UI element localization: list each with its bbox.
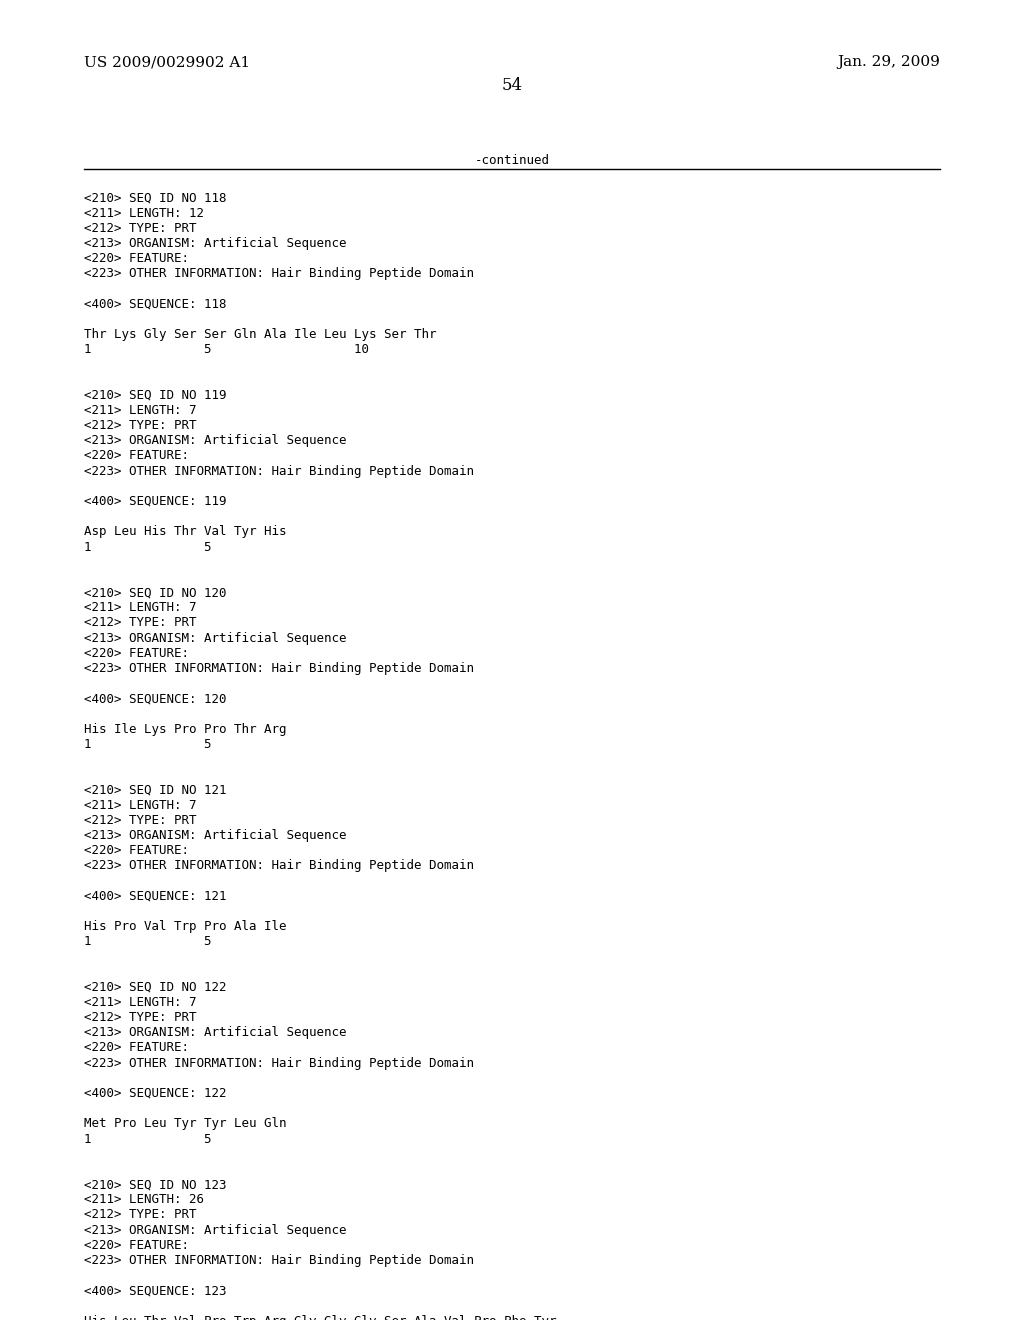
- Text: <212> TYPE: PRT: <212> TYPE: PRT: [84, 813, 197, 826]
- Text: 1               5: 1 5: [84, 738, 212, 751]
- Text: <211> LENGTH: 12: <211> LENGTH: 12: [84, 206, 204, 219]
- Text: Met Pro Leu Tyr Tyr Leu Gln: Met Pro Leu Tyr Tyr Leu Gln: [84, 1117, 287, 1130]
- Text: <213> ORGANISM: Artificial Sequence: <213> ORGANISM: Artificial Sequence: [84, 1026, 346, 1039]
- Text: 1               5                   10: 1 5 10: [84, 343, 369, 356]
- Text: <213> ORGANISM: Artificial Sequence: <213> ORGANISM: Artificial Sequence: [84, 434, 346, 447]
- Text: Asp Leu His Thr Val Tyr His: Asp Leu His Thr Val Tyr His: [84, 525, 287, 539]
- Text: <223> OTHER INFORMATION: Hair Binding Peptide Domain: <223> OTHER INFORMATION: Hair Binding Pe…: [84, 859, 474, 873]
- Text: <212> TYPE: PRT: <212> TYPE: PRT: [84, 616, 197, 630]
- Text: <400> SEQUENCE: 123: <400> SEQUENCE: 123: [84, 1284, 226, 1298]
- Text: -continued: -continued: [474, 154, 550, 168]
- Text: <211> LENGTH: 7: <211> LENGTH: 7: [84, 799, 197, 812]
- Text: <223> OTHER INFORMATION: Hair Binding Peptide Domain: <223> OTHER INFORMATION: Hair Binding Pe…: [84, 465, 474, 478]
- Text: <400> SEQUENCE: 119: <400> SEQUENCE: 119: [84, 495, 226, 508]
- Text: <210> SEQ ID NO 122: <210> SEQ ID NO 122: [84, 981, 226, 994]
- Text: <213> ORGANISM: Artificial Sequence: <213> ORGANISM: Artificial Sequence: [84, 631, 346, 644]
- Text: <212> TYPE: PRT: <212> TYPE: PRT: [84, 418, 197, 432]
- Text: <211> LENGTH: 7: <211> LENGTH: 7: [84, 995, 197, 1008]
- Text: US 2009/0029902 A1: US 2009/0029902 A1: [84, 55, 250, 70]
- Text: <400> SEQUENCE: 120: <400> SEQUENCE: 120: [84, 692, 226, 705]
- Text: <213> ORGANISM: Artificial Sequence: <213> ORGANISM: Artificial Sequence: [84, 829, 346, 842]
- Text: <212> TYPE: PRT: <212> TYPE: PRT: [84, 1208, 197, 1221]
- Text: 1               5: 1 5: [84, 540, 212, 553]
- Text: <400> SEQUENCE: 118: <400> SEQUENCE: 118: [84, 297, 226, 310]
- Text: <210> SEQ ID NO 123: <210> SEQ ID NO 123: [84, 1177, 226, 1191]
- Text: 1               5: 1 5: [84, 1133, 212, 1146]
- Text: Thr Lys Gly Ser Ser Gln Ala Ile Leu Lys Ser Thr: Thr Lys Gly Ser Ser Gln Ala Ile Leu Lys …: [84, 327, 436, 341]
- Text: <212> TYPE: PRT: <212> TYPE: PRT: [84, 1011, 197, 1024]
- Text: <400> SEQUENCE: 122: <400> SEQUENCE: 122: [84, 1086, 226, 1100]
- Text: <213> ORGANISM: Artificial Sequence: <213> ORGANISM: Artificial Sequence: [84, 1224, 346, 1237]
- Text: <213> ORGANISM: Artificial Sequence: <213> ORGANISM: Artificial Sequence: [84, 236, 346, 249]
- Text: <220> FEATURE:: <220> FEATURE:: [84, 449, 189, 462]
- Text: <223> OTHER INFORMATION: Hair Binding Peptide Domain: <223> OTHER INFORMATION: Hair Binding Pe…: [84, 661, 474, 675]
- Text: <210> SEQ ID NO 118: <210> SEQ ID NO 118: [84, 191, 226, 205]
- Text: 54: 54: [502, 77, 522, 94]
- Text: His Ile Lys Pro Pro Thr Arg: His Ile Lys Pro Pro Thr Arg: [84, 722, 287, 735]
- Text: <220> FEATURE:: <220> FEATURE:: [84, 843, 189, 857]
- Text: Jan. 29, 2009: Jan. 29, 2009: [838, 55, 940, 70]
- Text: <210> SEQ ID NO 120: <210> SEQ ID NO 120: [84, 586, 226, 599]
- Text: <223> OTHER INFORMATION: Hair Binding Peptide Domain: <223> OTHER INFORMATION: Hair Binding Pe…: [84, 1254, 474, 1267]
- Text: <220> FEATURE:: <220> FEATURE:: [84, 647, 189, 660]
- Text: <223> OTHER INFORMATION: Hair Binding Peptide Domain: <223> OTHER INFORMATION: Hair Binding Pe…: [84, 1056, 474, 1069]
- Text: <211> LENGTH: 7: <211> LENGTH: 7: [84, 404, 197, 417]
- Text: <223> OTHER INFORMATION: Hair Binding Peptide Domain: <223> OTHER INFORMATION: Hair Binding Pe…: [84, 267, 474, 280]
- Text: <220> FEATURE:: <220> FEATURE:: [84, 252, 189, 265]
- Text: 1               5: 1 5: [84, 935, 212, 948]
- Text: <211> LENGTH: 26: <211> LENGTH: 26: [84, 1193, 204, 1206]
- Text: <220> FEATURE:: <220> FEATURE:: [84, 1238, 189, 1251]
- Text: <211> LENGTH: 7: <211> LENGTH: 7: [84, 601, 197, 614]
- Text: <210> SEQ ID NO 119: <210> SEQ ID NO 119: [84, 388, 226, 401]
- Text: His Pro Val Trp Pro Ala Ile: His Pro Val Trp Pro Ala Ile: [84, 920, 287, 933]
- Text: <400> SEQUENCE: 121: <400> SEQUENCE: 121: [84, 890, 226, 903]
- Text: His Leu Thr Val Pro Trp Arg Gly Gly Gly Ser Ala Val Pro Phe Tyr: His Leu Thr Val Pro Trp Arg Gly Gly Gly …: [84, 1315, 556, 1320]
- Text: <220> FEATURE:: <220> FEATURE:: [84, 1041, 189, 1055]
- Text: <212> TYPE: PRT: <212> TYPE: PRT: [84, 222, 197, 235]
- Text: <210> SEQ ID NO 121: <210> SEQ ID NO 121: [84, 783, 226, 796]
